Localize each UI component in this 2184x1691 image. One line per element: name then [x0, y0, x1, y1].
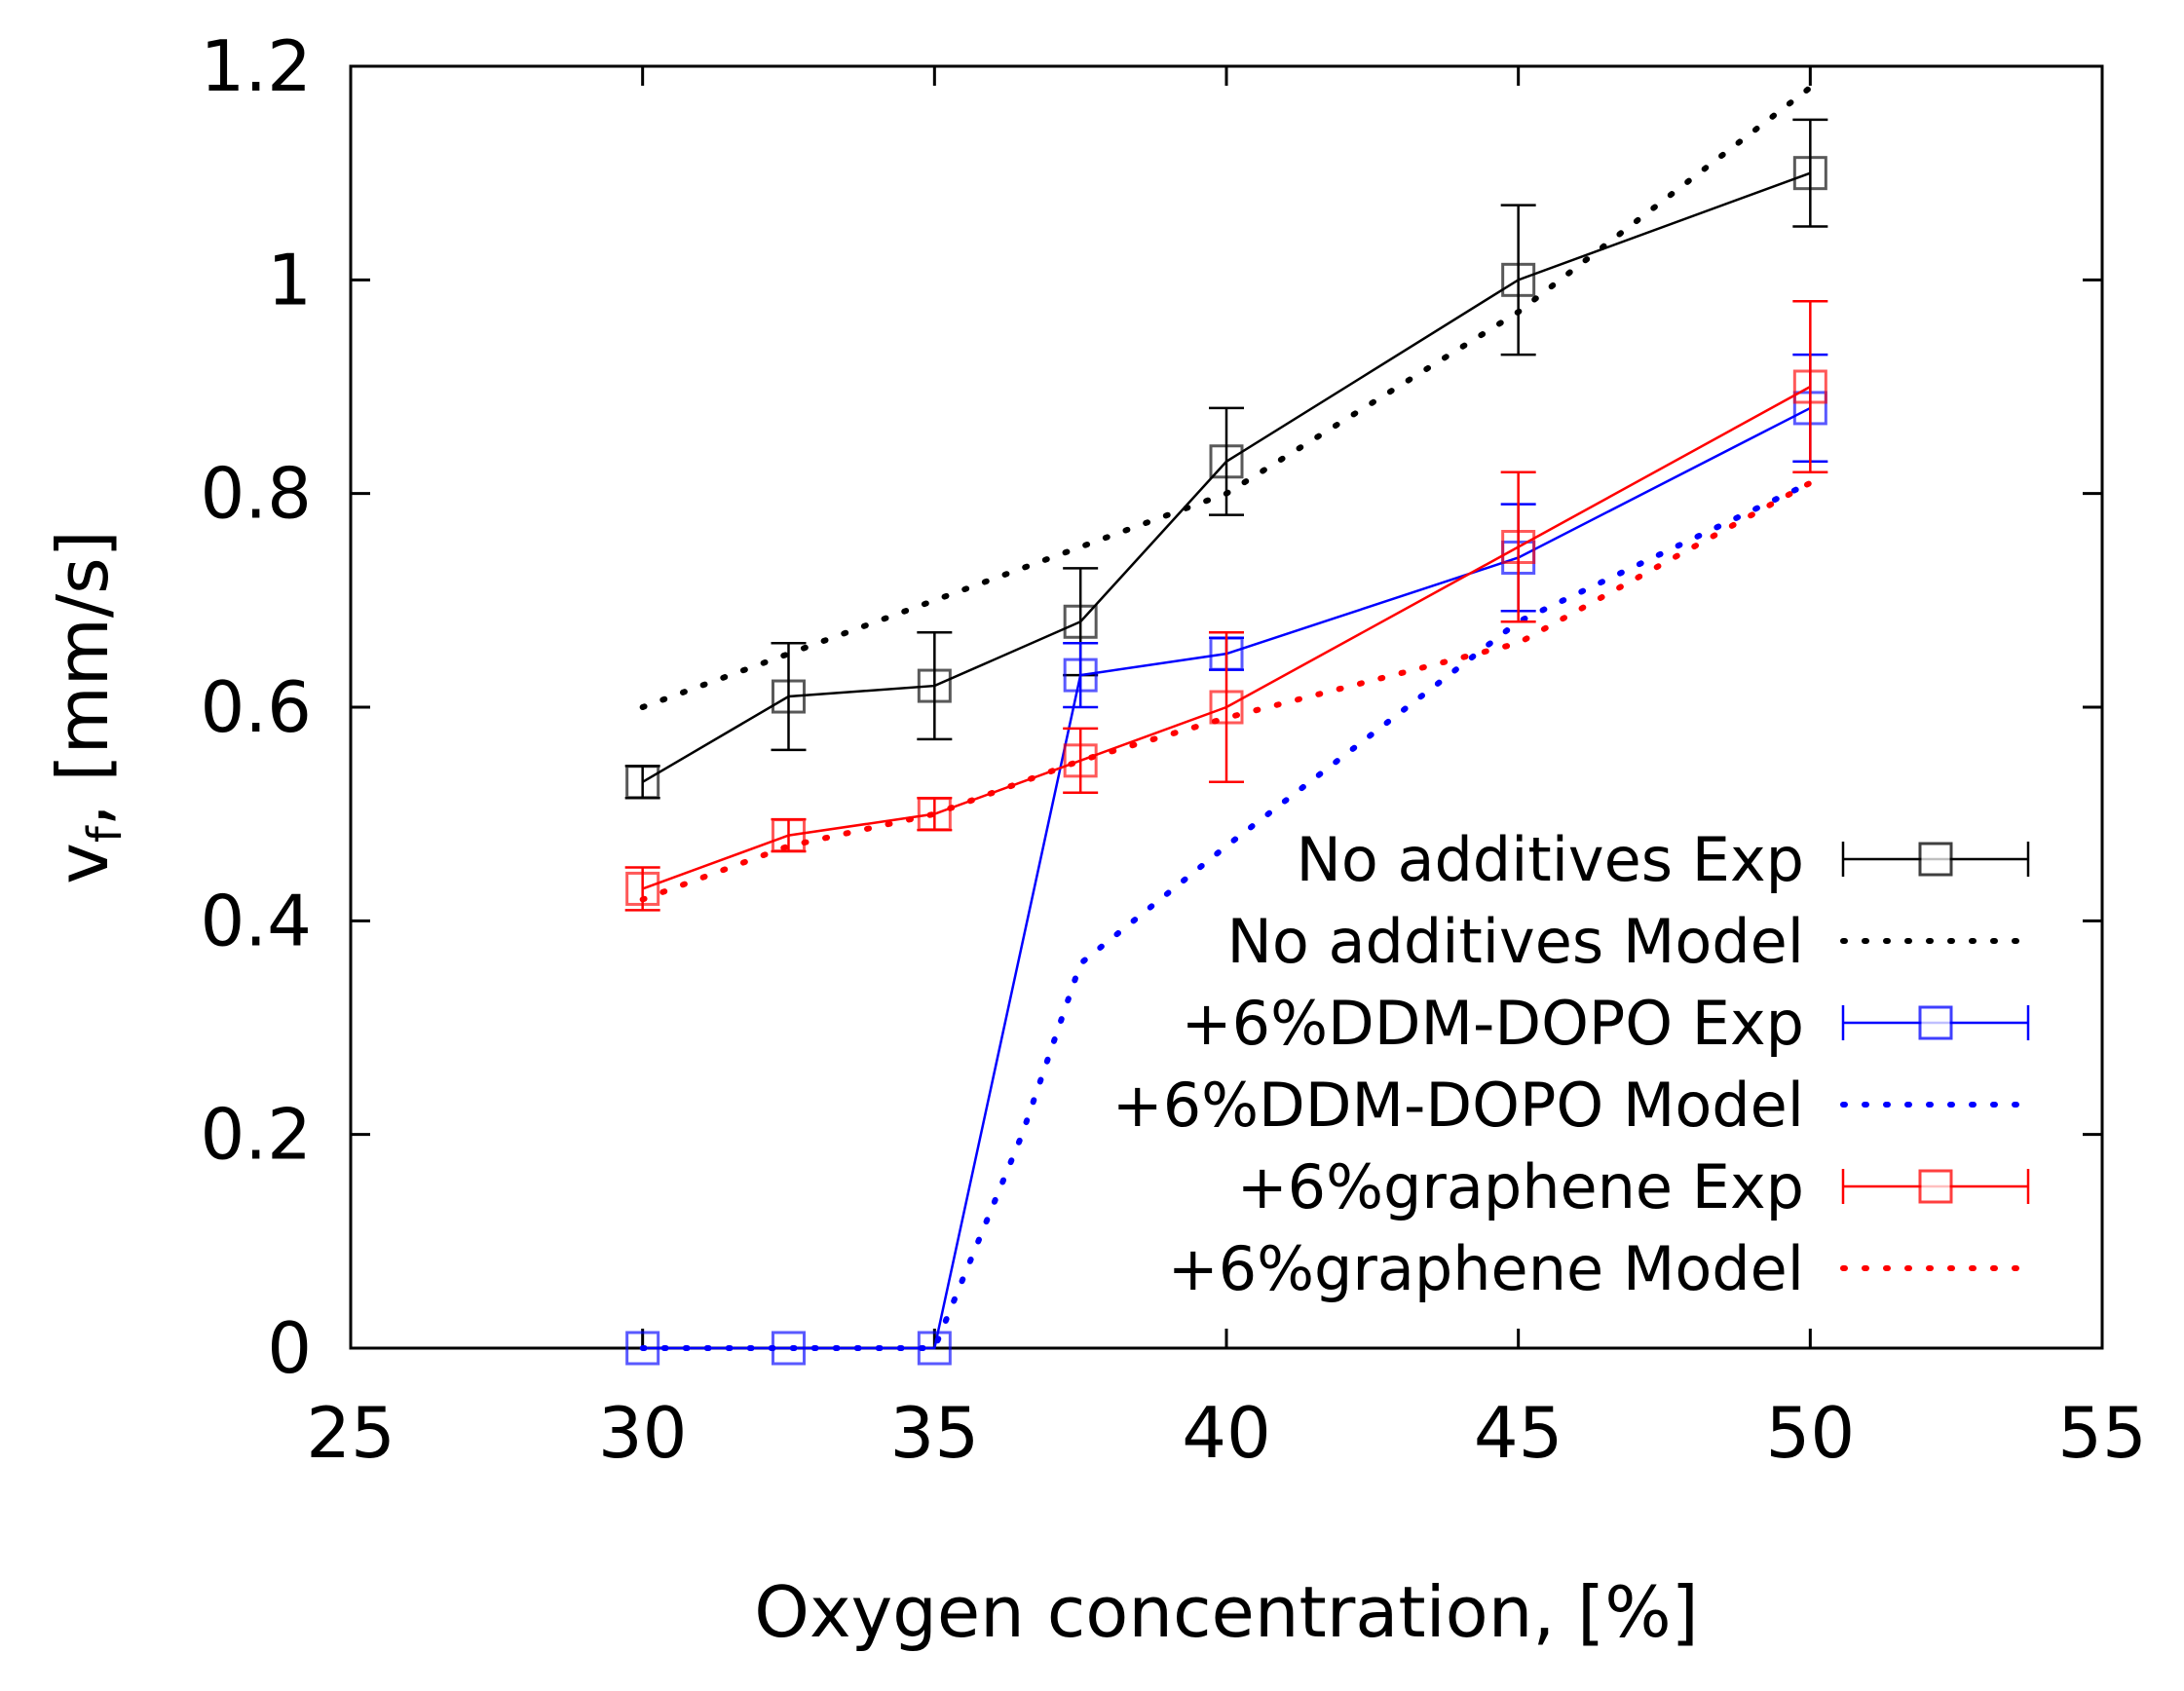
- series-layer: [624, 84, 1828, 1366]
- y-axis-ticks: 0 0.2 0.4 0.6 0.8 1 1.2: [200, 25, 2102, 1389]
- y-tick-label: 0.8: [200, 453, 312, 535]
- y-axis-title-rest: , [mm/s]: [42, 530, 124, 826]
- data-point: [625, 871, 660, 906]
- legend-marker: [1918, 842, 1953, 877]
- series-no-additives-model: [639, 84, 1814, 710]
- x-tick-label: 35: [890, 1392, 980, 1474]
- x-tick-label: 25: [306, 1392, 395, 1474]
- series-6-graphene-exp: [624, 300, 1828, 912]
- legend-label: +6%graphene Model: [1168, 1233, 1804, 1304]
- series-line-no-additives-model: [639, 84, 1814, 710]
- data-point: [772, 818, 806, 853]
- legend-item-6-ddm-dopo-model: +6%DDM-DOPO Model: [1112, 1070, 2031, 1141]
- legend: No additives Exp No additives Model +6%DDM…: [1112, 824, 2031, 1304]
- y-tick-label: 0.6: [200, 666, 312, 748]
- legend-item-6-ddm-dopo-exp: +6%DDM-DOPO Exp: [1182, 988, 2030, 1059]
- legend-item-6-graphene-model: +6%graphene Model: [1168, 1233, 2031, 1304]
- legend-marker: [1918, 1005, 1953, 1040]
- legend-marker: [1918, 1169, 1953, 1204]
- x-tick-label: 40: [1182, 1392, 1271, 1474]
- data-point: [1792, 156, 1827, 191]
- data-point: [625, 1331, 660, 1366]
- data-point: [1063, 658, 1098, 693]
- legend-label: +6%graphene Exp: [1237, 1151, 1804, 1222]
- x-tick-label: 50: [1766, 1392, 1856, 1474]
- y-tick-label: 0.2: [200, 1094, 312, 1176]
- data-point: [917, 668, 952, 703]
- data-point: [1209, 444, 1244, 479]
- legend-label: No additives Exp: [1296, 824, 1804, 895]
- x-tick-label: 30: [598, 1392, 688, 1474]
- x-tick-label: 45: [1474, 1392, 1563, 1474]
- data-point: [917, 797, 952, 832]
- data-point: [772, 679, 806, 714]
- data-point: [625, 765, 660, 800]
- legend-label: +6%DDM-DOPO Exp: [1182, 988, 1804, 1059]
- data-point: [1209, 690, 1244, 725]
- legend-item-6-graphene-exp: +6%graphene Exp: [1237, 1151, 2030, 1222]
- x-tick-label: 55: [2057, 1392, 2147, 1474]
- data-point: [917, 1331, 952, 1366]
- y-axis-title: vf, [mm/s]: [42, 530, 132, 884]
- y-tick-label: 1.2: [200, 25, 312, 107]
- y-tick-label: 1: [267, 239, 312, 320]
- legend-item-no-additives-model: No additives Model: [1227, 906, 2031, 977]
- legend-label: +6%DDM-DOPO Model: [1112, 1070, 1804, 1141]
- data-point: [1501, 262, 1536, 297]
- legend-label: No additives Model: [1227, 906, 1804, 977]
- x-axis-title: Oxygen concentration, [%]: [754, 1571, 1698, 1653]
- y-axis-title-main: v: [42, 843, 124, 884]
- data-point: [1501, 530, 1536, 564]
- data-point: [772, 1331, 806, 1366]
- x-axis-ticks: 25 30 35 40 45 50 55: [306, 66, 2147, 1474]
- y-tick-label: 0.4: [200, 880, 312, 961]
- data-point: [1063, 604, 1098, 639]
- data-point: [1063, 743, 1098, 778]
- y-axis-title-subscript: f: [78, 825, 132, 843]
- y-tick-label: 0: [267, 1307, 312, 1389]
- legend-item-no-additives-exp: No additives Exp: [1296, 824, 2030, 895]
- series-no-additives-exp: [624, 118, 1828, 800]
- data-point: [1792, 369, 1827, 404]
